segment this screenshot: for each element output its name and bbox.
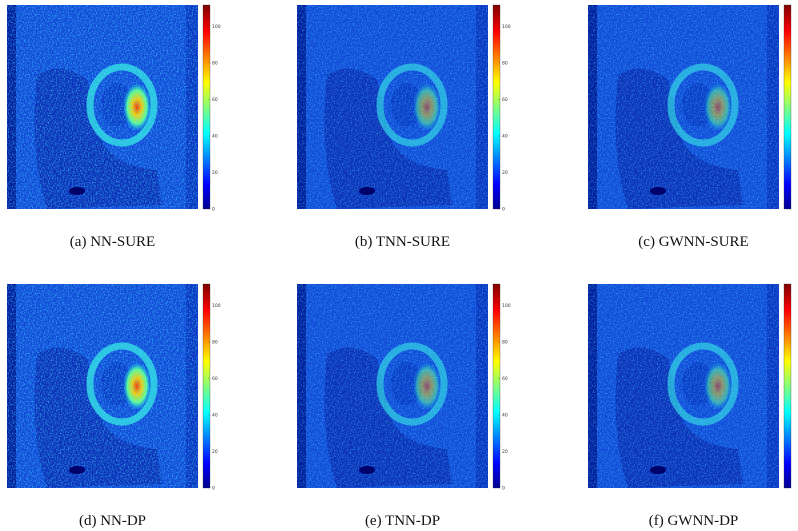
heatmap-image bbox=[297, 284, 488, 488]
caption: (e) TNN-DP bbox=[365, 513, 440, 529]
colorbar bbox=[492, 4, 501, 210]
heatmap-image bbox=[588, 5, 779, 209]
colorbar-tick-label: 80 bbox=[502, 339, 508, 345]
colorbar-tick-label: 60 bbox=[502, 97, 508, 103]
colorbar-tick-label: 0 bbox=[212, 486, 215, 492]
colorbar-tick-label: 20 bbox=[212, 449, 218, 455]
colorbar-tick-label: 100 bbox=[502, 303, 511, 309]
caption: (b) TNN-SURE bbox=[355, 234, 450, 250]
colorbar-tick-label: 80 bbox=[212, 60, 218, 66]
caption: (f) GWNN-DP bbox=[649, 513, 739, 529]
caption: (c) GWNN-SURE bbox=[638, 234, 748, 250]
colorbar-tick-label: 80 bbox=[212, 339, 218, 345]
noise bbox=[297, 5, 488, 209]
colorbar-tick-label: 40 bbox=[502, 133, 508, 139]
colorbar-tick-label: 100 bbox=[212, 24, 221, 30]
colorbar-tick-label: 20 bbox=[212, 170, 218, 176]
colorbar-tick-label: 0 bbox=[502, 207, 505, 213]
colorbar-tick-label: 100 bbox=[502, 24, 511, 30]
heatmap-image bbox=[297, 5, 488, 209]
noise bbox=[297, 284, 488, 488]
panel: (c) GWNN-SURE bbox=[588, 4, 792, 250]
panel: 0 20 40 60 80 100 (a) NN-SURE bbox=[7, 4, 221, 250]
colorbar bbox=[783, 4, 792, 210]
colorbar-tick-label: 40 bbox=[212, 412, 218, 418]
colorbar-tick-label: 40 bbox=[212, 133, 218, 139]
gas-spot bbox=[359, 187, 375, 195]
panel: (f) GWNN-DP bbox=[588, 283, 792, 529]
gas-spot bbox=[650, 187, 666, 195]
colorbar bbox=[202, 4, 211, 210]
noise bbox=[7, 5, 198, 209]
colorbar bbox=[202, 283, 211, 489]
gas-spot bbox=[650, 466, 666, 474]
noise bbox=[7, 284, 198, 488]
heatmap-image bbox=[7, 284, 198, 488]
colorbar-tick-label: 40 bbox=[502, 412, 508, 418]
colorbar-tick-label: 20 bbox=[502, 170, 508, 176]
panel: 0 20 40 60 80 100 (b) TNN-SURE bbox=[297, 4, 511, 250]
colorbar bbox=[783, 283, 792, 489]
colorbar-tick-label: 20 bbox=[502, 449, 508, 455]
heatmap-image bbox=[7, 5, 198, 209]
gas-spot bbox=[69, 466, 85, 474]
colorbar-tick-label: 80 bbox=[502, 60, 508, 66]
heatmap-image bbox=[588, 284, 779, 488]
gas-spot bbox=[359, 466, 375, 474]
noise bbox=[588, 5, 779, 209]
panel: 0 20 40 60 80 100 (e) TNN-DP bbox=[297, 283, 511, 529]
panel: 0 20 40 60 80 100 (d) NN-DP bbox=[7, 283, 221, 529]
colorbar-tick-label: 0 bbox=[502, 486, 505, 492]
colorbar-tick-label: 100 bbox=[212, 303, 221, 309]
colorbar bbox=[492, 283, 501, 489]
colorbar-tick-label: 60 bbox=[502, 376, 508, 382]
caption: (d) NN-DP bbox=[79, 513, 146, 529]
colorbar-tick-label: 0 bbox=[212, 207, 215, 213]
colorbar-tick-label: 60 bbox=[212, 97, 218, 103]
caption: (a) NN-SURE bbox=[70, 234, 155, 250]
gas-spot bbox=[69, 187, 85, 195]
noise bbox=[588, 284, 779, 488]
colorbar-tick-label: 60 bbox=[212, 376, 218, 382]
